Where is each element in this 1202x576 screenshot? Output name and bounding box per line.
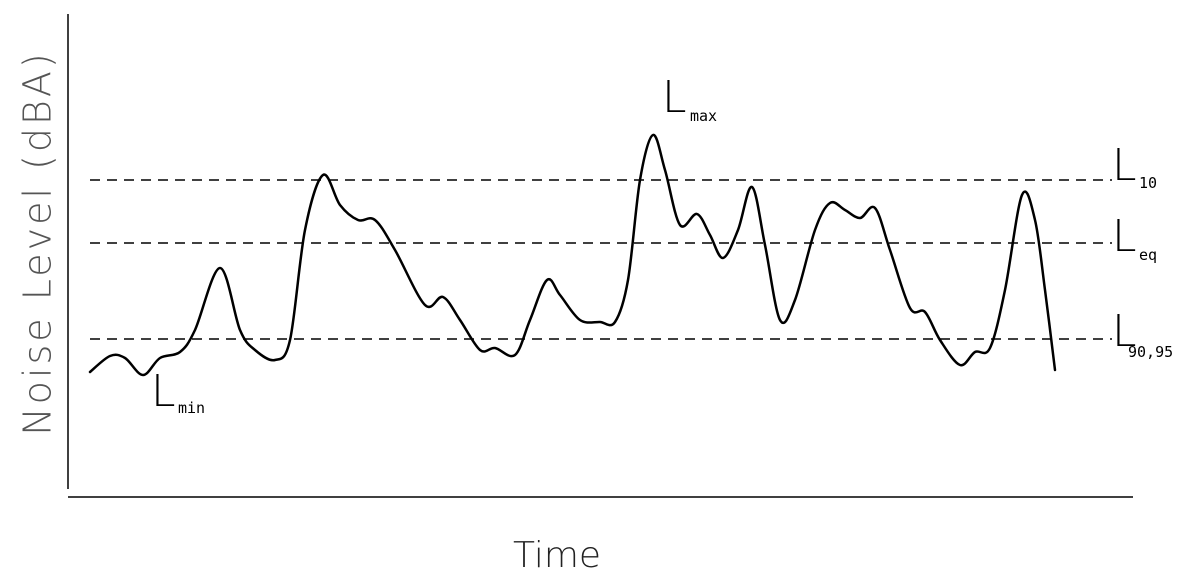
level-subscript: eq xyxy=(1139,246,1157,264)
y-axis-title: Noise Level (dBA) xyxy=(16,50,60,436)
level-letter: L xyxy=(662,72,687,123)
level-letter: L xyxy=(1112,140,1137,191)
noise-curve xyxy=(88,133,1057,377)
level-subscript: max xyxy=(690,107,717,125)
level-letter: L xyxy=(151,366,176,417)
x-axis-title: Time xyxy=(513,535,601,576)
label-l10: L 10 xyxy=(1112,140,1157,192)
level-letter: L xyxy=(1112,306,1137,357)
label-l90: L 90,95 xyxy=(1112,306,1173,361)
label-lmin: L min xyxy=(151,366,205,417)
level-subscript: min xyxy=(178,399,205,417)
label-lmax: L max xyxy=(662,72,717,125)
level-subscript: 90,95 xyxy=(1128,343,1173,361)
level-letter: L xyxy=(1112,211,1137,262)
label-leq: L eq xyxy=(1112,211,1157,264)
level-subscript: 10 xyxy=(1139,174,1157,192)
